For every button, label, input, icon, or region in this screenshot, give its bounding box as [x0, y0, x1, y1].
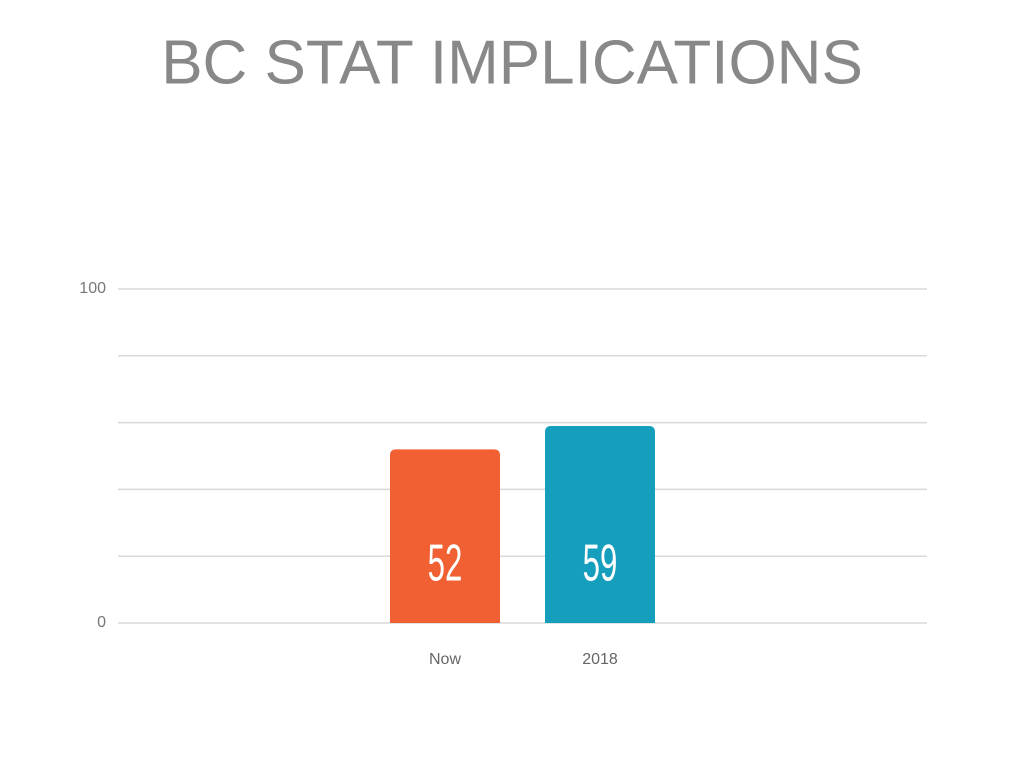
x-tick-label: Now — [429, 651, 461, 668]
value-label: 52 — [428, 535, 463, 593]
bar — [545, 425, 655, 623]
y-tick-label: 100 — [79, 280, 106, 297]
value-label: 59 — [583, 535, 618, 593]
chart-title: BC STAT IMPLICATIONS — [161, 28, 863, 97]
bar — [390, 449, 500, 623]
y-tick-label: 0 — [97, 614, 106, 631]
x-tick-label: 2018 — [582, 651, 618, 668]
